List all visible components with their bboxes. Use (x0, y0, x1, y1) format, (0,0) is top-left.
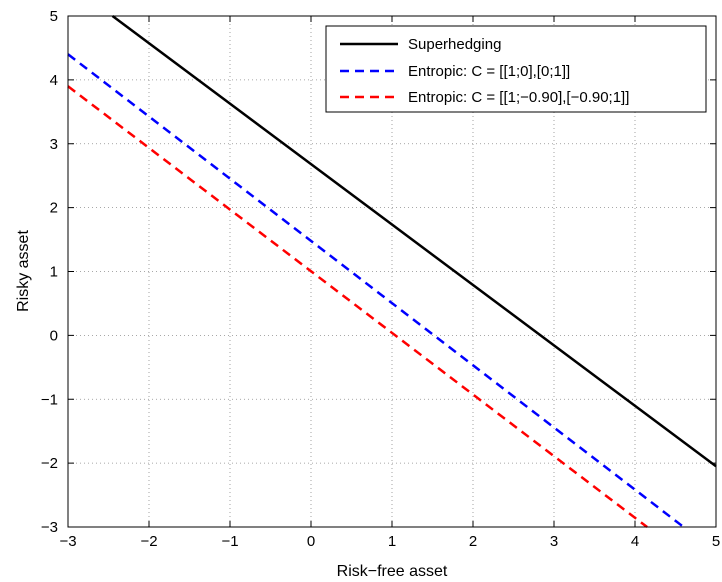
x-tick-label: −3 (59, 533, 76, 550)
y-tick-label: 3 (50, 136, 58, 153)
legend-label-superhedging: Superhedging (408, 36, 501, 53)
y-axis-label: Risky asset (15, 230, 32, 312)
x-tick-label: 1 (388, 533, 396, 550)
series-line-entropic-correlated (67, 85, 648, 528)
legend: Superhedging Entropic: C = [[1;0],[0;1]]… (325, 25, 707, 113)
y-tick-label: −2 (41, 455, 58, 472)
x-tick-label: 0 (307, 533, 315, 550)
x-tick-label: −2 (140, 533, 157, 550)
y-tick-label: −1 (41, 391, 58, 408)
y-tick-label: 1 (50, 264, 58, 281)
series-group (67, 14, 717, 528)
legend-label-entropic-identity: Entropic: C = [[1;0],[0;1]] (408, 63, 570, 80)
legend-label-entropic-correlated: Entropic: C = [[1;−0.90],[−0.90;1]] (408, 89, 629, 106)
y-tick-label: 2 (50, 200, 58, 217)
y-tick-label: 0 (50, 327, 58, 344)
y-tick-label: 5 (50, 8, 58, 25)
x-tick-labels: −3 −2 −1 0 1 2 3 4 5 (59, 533, 720, 550)
series-line-entropic-identity (67, 53, 685, 528)
x-tick-label: 3 (550, 533, 558, 550)
x-tick-label: 4 (631, 533, 639, 550)
y-tick-label: 4 (50, 72, 58, 89)
y-tick-label: −3 (41, 519, 58, 536)
series-line-superhedging (111, 14, 717, 468)
x-tick-label: 2 (469, 533, 477, 550)
ticks (67, 15, 717, 528)
x-axis-label: Risk−free asset (337, 563, 448, 580)
y-tick-labels: −3 −2 −1 0 1 2 3 4 5 (41, 8, 58, 536)
x-tick-label: −1 (221, 533, 238, 550)
x-tick-label: 5 (712, 533, 720, 550)
